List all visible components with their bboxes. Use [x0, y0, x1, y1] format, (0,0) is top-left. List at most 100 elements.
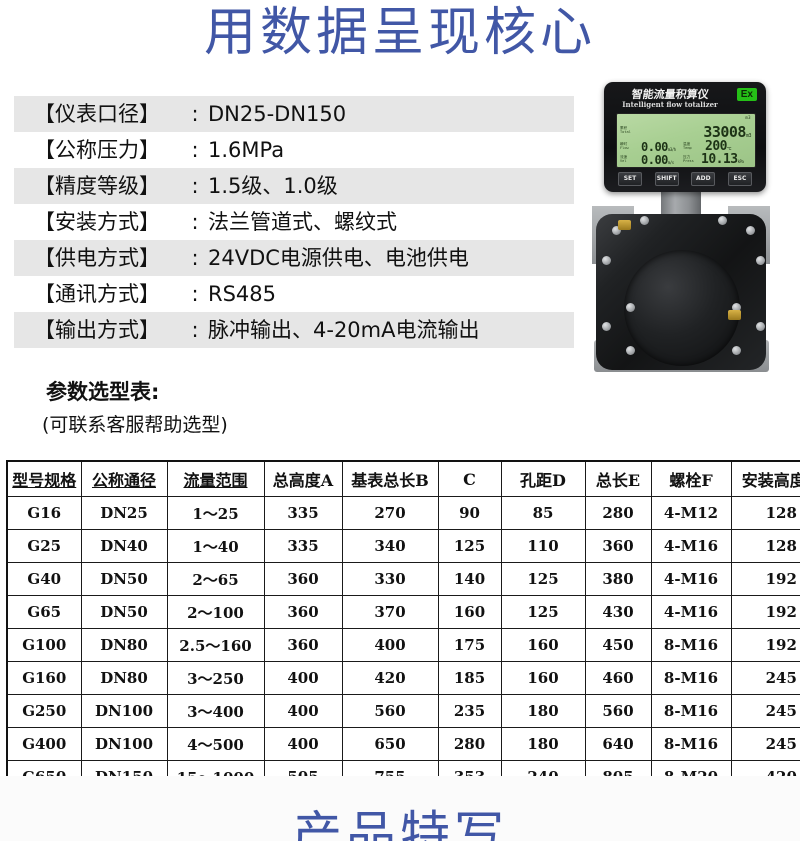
- lcd-display: m3 累积 Total 33008m3 瞬时 Flow 0.00m3/h 温度 Tem…: [616, 113, 756, 168]
- bolt-icon: [756, 256, 765, 265]
- table-cell: 340: [341, 529, 439, 563]
- table-cell: 420: [341, 661, 439, 695]
- lcd-velocity-unit: m/s: [667, 160, 674, 165]
- table-cell: 90: [437, 496, 502, 530]
- spec-row: 【输出方式】: 脉冲输出、4-20mA电流输出: [14, 312, 574, 348]
- table-cell: 2.5～160: [166, 628, 265, 662]
- key-shift[interactable]: SHIFT: [654, 172, 679, 186]
- table-cell: DN50: [80, 595, 168, 629]
- lcd-pressure-unit: kPa: [737, 159, 744, 164]
- spec-list: 【仪表口径】: DN25-DN150 【公称压力】:1.6MPa 【精度等级】:1.5…: [14, 96, 574, 348]
- table-cell: 192: [730, 628, 800, 662]
- table-cell: 180: [500, 727, 586, 761]
- lcd-temp-label: 温度 Temp: [683, 142, 692, 151]
- table-cell: 335: [263, 529, 343, 563]
- table-header-label: C: [463, 469, 476, 489]
- spec-row: 【供电方式】:24VDC电源供电、电池供电: [14, 240, 574, 276]
- table-cell: 335: [263, 496, 343, 530]
- table-cell: 85: [500, 496, 586, 530]
- section-title: 参数选型表:: [46, 380, 160, 404]
- lcd-pressure-label: 压力 Press: [683, 155, 694, 164]
- table-cell: G25: [6, 529, 82, 563]
- bolt-icon: [756, 322, 765, 331]
- table-row: G250 DN100 3～400 400 560 235 180 560 8-M16 245: [6, 694, 800, 728]
- table-cell: 8-M16: [650, 694, 732, 728]
- table-header-label: 总长E: [595, 471, 641, 490]
- table-cell: 128: [730, 529, 800, 563]
- table-cell: 650: [341, 727, 439, 761]
- spec-colon: :: [191, 210, 199, 234]
- table-header-cell: 总长E: [584, 460, 652, 497]
- table-header-label: 流量范围: [183, 471, 248, 490]
- lcd-velocity-number: 0.00: [641, 153, 668, 167]
- table-cell: 640: [584, 727, 652, 761]
- table-cell: 4-M16: [650, 562, 732, 596]
- bolt-icon: [626, 303, 635, 312]
- lcd-velocity-value: 0.00m/s: [641, 153, 674, 167]
- table-row: G400 DN100 4～500 400 650 280 180 640 8-M16 245: [6, 727, 800, 761]
- table-cell: 245: [730, 661, 800, 695]
- spec-value: 法兰管道式、螺纹式: [208, 210, 397, 234]
- lcd-pressure-value: 10.13kPa: [701, 152, 744, 167]
- bolt-icon: [732, 346, 741, 355]
- table-cell: G65: [6, 595, 82, 629]
- table-row: G25 DN40 1～40 335 340 125 110 360 4-M16 128: [6, 529, 800, 563]
- table-cell: 140: [437, 562, 502, 596]
- table-cell: 360: [263, 628, 343, 662]
- table-cell: 160: [500, 628, 586, 662]
- table-header-cell: 流量范围: [166, 460, 265, 497]
- bolt-icon: [612, 226, 621, 235]
- table-row: G40 DN50 2～65 360 330 140 125 380 4-M16 192: [6, 562, 800, 596]
- key-esc[interactable]: ESC: [727, 172, 752, 186]
- lcd-total-label: 累积 Total: [620, 126, 631, 135]
- table-cell: 400: [263, 694, 343, 728]
- spec-row: 【通讯方式】: RS485: [14, 276, 574, 312]
- table-header-cell: 螺栓F: [650, 460, 732, 497]
- table-cell: G16: [6, 496, 82, 530]
- table-cell: 3～400: [166, 694, 265, 728]
- table-cell: G400: [6, 727, 82, 761]
- spec-colon: :: [191, 102, 199, 126]
- totalizer-head: 智能流量积算仪 Intelligent flow totalizer Ex m3…: [604, 82, 766, 192]
- table-cell: 8-M16: [650, 727, 732, 761]
- bolt-icon: [602, 322, 611, 331]
- table-cell: G100: [6, 628, 82, 662]
- table-body: G16 DN25 1～25 335 270 90 85 280 4-M12 128 G25 DN40 1…: [6, 496, 800, 830]
- table-cell: 560: [584, 694, 652, 728]
- table-cell: 430: [584, 595, 652, 629]
- table-cell: DN100: [80, 694, 168, 728]
- key-set[interactable]: SET: [618, 172, 642, 186]
- table-cell: 4-M16: [650, 529, 732, 563]
- table-header-label: 基表总长B: [351, 471, 429, 490]
- table-cell: G40: [6, 562, 82, 596]
- table-cell: 180: [500, 694, 586, 728]
- key-add[interactable]: ADD: [691, 172, 716, 186]
- spec-colon: :: [191, 174, 199, 198]
- page-title: 用数据呈现核心: [203, 3, 596, 63]
- device-brand-en: Intelligent flow totalizer: [622, 100, 718, 109]
- lcd-total-unit: m3: [745, 133, 752, 139]
- table-cell: 192: [730, 595, 800, 629]
- spec-key: 【安装方式】: [34, 210, 160, 234]
- ex-rating-badge: Ex: [736, 88, 757, 101]
- table-header-cell: 安装高度H: [730, 460, 800, 497]
- lcd-total-number: 33008: [703, 123, 746, 141]
- table-cell: 128: [730, 496, 800, 530]
- table-cell: 245: [730, 694, 800, 728]
- table-row: G16 DN25 1～25 335 270 90 85 280 4-M12 128: [6, 496, 800, 530]
- lcd-total-value: 33008m3: [703, 123, 751, 141]
- table-cell: 380: [584, 562, 652, 596]
- table-cell: 110: [500, 529, 586, 563]
- table-cell: 1～25: [166, 496, 265, 530]
- lcd-temp-unit: ℃: [726, 146, 732, 151]
- spec-key: 【供电方式】: [34, 246, 160, 270]
- spec-row: 【安装方式】: 法兰管道式、螺纹式: [14, 204, 574, 240]
- table-cell: 360: [263, 595, 343, 629]
- table-cell: 400: [263, 727, 343, 761]
- spec-row: 【公称压力】:1.6MPa: [14, 132, 574, 168]
- spec-value: 1.6MPa: [208, 138, 285, 162]
- table-cell: 560: [341, 694, 439, 728]
- table-header-label: 孔距D: [520, 471, 566, 490]
